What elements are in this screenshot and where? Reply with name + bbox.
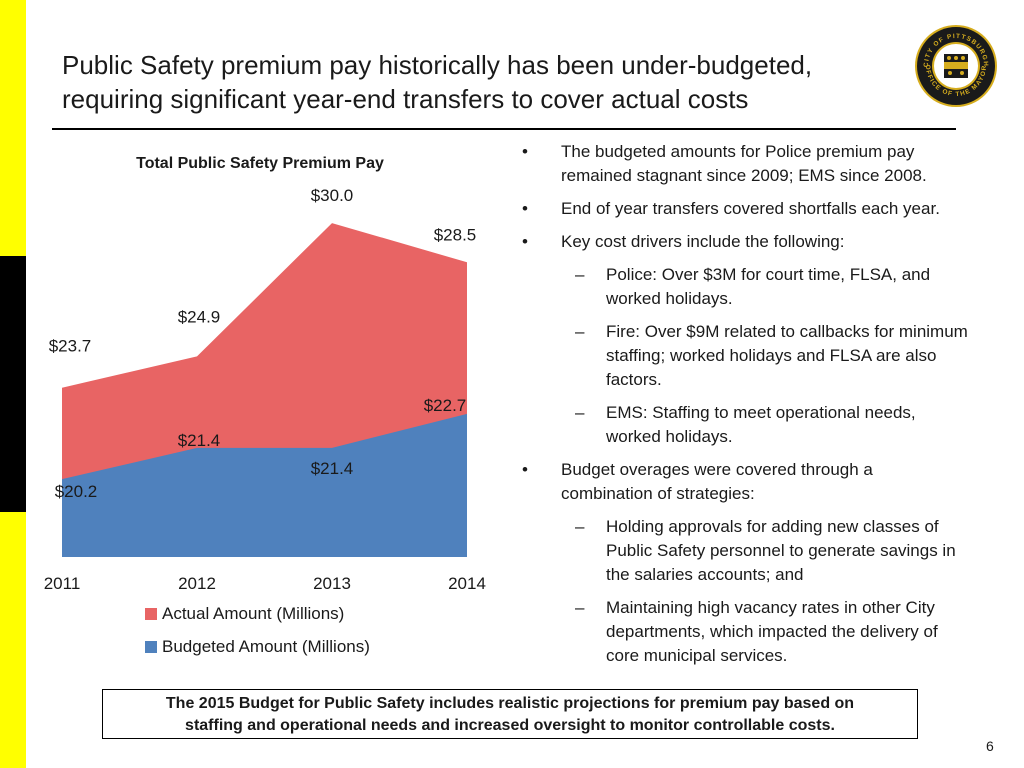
bullet-marker: • bbox=[522, 199, 528, 218]
city-seal-logo: CITY OF PITTSBURGH OFFICE OF THE MAYOR bbox=[915, 25, 997, 107]
sub-bullet-item: – Maintaining high vacancy rates in other… bbox=[518, 596, 968, 668]
chart-title: Total Public Safety Premium Pay bbox=[136, 155, 384, 172]
premium-pay-area-chart: Total Public Safety Premium Pay $23.7 $24… bbox=[44, 155, 486, 656]
budget-callout-box: The 2015 Budget for Public Safety includ… bbox=[102, 689, 918, 739]
dash-marker: – bbox=[575, 517, 585, 536]
bullet-marker: • bbox=[522, 460, 528, 479]
bullet-text: Fire: Over $9M related to callbacks for … bbox=[606, 322, 968, 389]
actual-value-label: $30.0 bbox=[311, 186, 354, 205]
bullet-text: EMS: Staffing to meet operational needs,… bbox=[606, 403, 916, 446]
slide-title: Public Safety premium pay historically h… bbox=[62, 48, 882, 116]
sub-bullet-item: – Holding approvals for adding new classe… bbox=[518, 515, 968, 587]
dash-marker: – bbox=[575, 403, 585, 422]
bullet-list: • The budgeted amounts for Police premium… bbox=[518, 140, 968, 677]
bullet-marker: • bbox=[522, 142, 528, 161]
side-bar-black bbox=[0, 256, 26, 512]
budgeted-amount-area bbox=[62, 413, 467, 557]
bullet-item: • Budget overages were covered through a … bbox=[518, 458, 968, 506]
bullet-marker: • bbox=[522, 232, 528, 251]
side-bar-yellow-bottom bbox=[0, 512, 26, 768]
budgeted-value-label: $21.4 bbox=[311, 459, 354, 478]
callout-line-2: staffing and operational needs and incre… bbox=[185, 717, 835, 734]
page-number: 6 bbox=[986, 738, 994, 754]
legend-swatch bbox=[145, 608, 157, 620]
sub-bullet-item: – EMS: Staffing to meet operational needs… bbox=[518, 401, 968, 449]
bullet-text: Key cost drivers include the following: bbox=[561, 232, 845, 251]
bullet-item: • The budgeted amounts for Police premium… bbox=[518, 140, 968, 188]
x-tick-label: 2014 bbox=[448, 574, 486, 593]
budgeted-value-label: $20.2 bbox=[55, 482, 98, 501]
title-divider bbox=[52, 128, 956, 130]
legend-swatch bbox=[145, 641, 157, 653]
legend-label: Actual Amount (Millions) bbox=[162, 604, 344, 623]
bullet-text: Holding approvals for adding new classes… bbox=[606, 517, 956, 584]
actual-value-label: $28.5 bbox=[434, 225, 477, 244]
bullet-text: Police: Over $3M for court time, FLSA, a… bbox=[606, 265, 931, 308]
bullet-item: • End of year transfers covered shortfall… bbox=[518, 197, 968, 221]
x-tick-label: 2012 bbox=[178, 574, 216, 593]
slide-title-line-1: Public Safety premium pay historically h… bbox=[62, 50, 813, 80]
seal-crest-icon bbox=[944, 54, 968, 78]
side-bar-yellow-top bbox=[0, 0, 26, 256]
actual-value-label: $23.7 bbox=[49, 337, 92, 356]
dash-marker: – bbox=[575, 322, 585, 341]
bullet-text: The budgeted amounts for Police premium … bbox=[561, 142, 927, 185]
actual-value-label: $24.9 bbox=[178, 307, 221, 326]
callout-line-1: The 2015 Budget for Public Safety includ… bbox=[165, 695, 855, 712]
bullet-text: End of year transfers covered shortfalls… bbox=[561, 199, 940, 218]
sub-bullet-item: – Police: Over $3M for court time, FLSA, … bbox=[518, 263, 968, 311]
slide-title-line-2: requiring significant year-end transfers… bbox=[62, 84, 749, 114]
bullet-text: Budget overages were covered through a c… bbox=[561, 460, 873, 503]
dash-marker: – bbox=[575, 265, 585, 284]
dash-marker: – bbox=[575, 598, 585, 617]
sub-bullet-item: – Fire: Over $9M related to callbacks for… bbox=[518, 320, 968, 392]
legend-label: Budgeted Amount (Millions) bbox=[162, 637, 370, 656]
bullet-text: Maintaining high vacancy rates in other … bbox=[606, 598, 938, 665]
budgeted-value-label: $22.7 bbox=[424, 396, 467, 415]
budgeted-value-label: $21.4 bbox=[178, 431, 221, 450]
x-tick-label: 2011 bbox=[44, 574, 81, 593]
x-tick-label: 2013 bbox=[313, 574, 351, 593]
bullet-item: • Key cost drivers include the following: bbox=[518, 230, 968, 254]
